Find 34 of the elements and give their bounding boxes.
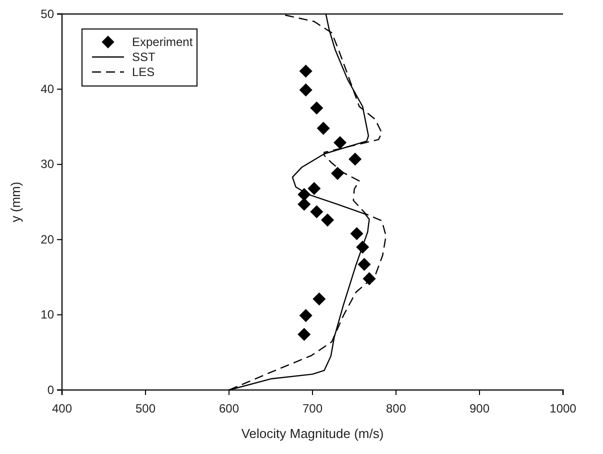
- point: [316, 122, 330, 135]
- point: [310, 205, 324, 218]
- point: [298, 328, 311, 341]
- y-tick-label: 0: [47, 382, 54, 397]
- point: [350, 227, 364, 240]
- x-tick-label: 900: [469, 401, 490, 416]
- point: [331, 166, 344, 180]
- legend-label: SST: [132, 50, 156, 64]
- x-tick-label: 500: [135, 401, 156, 416]
- point: [299, 83, 312, 96]
- y-tick-label: 40: [40, 82, 54, 96]
- point: [358, 258, 371, 271]
- x-tick-label: 1000: [550, 401, 577, 416]
- point: [299, 309, 312, 322]
- point: [310, 101, 324, 115]
- y-tick-label: 20: [40, 232, 54, 246]
- x-tick-label: 600: [218, 401, 240, 416]
- point: [321, 214, 334, 227]
- x-tick-label: 800: [386, 401, 406, 416]
- point: [312, 292, 326, 306]
- y-tick-label: 10: [40, 308, 54, 322]
- legend-label: LES: [132, 65, 155, 79]
- y-tick-label: 30: [40, 157, 54, 172]
- point: [308, 182, 321, 195]
- point: [348, 152, 362, 166]
- y-axis-title: y (mm): [8, 182, 23, 222]
- point: [299, 64, 312, 78]
- y-tick-label: 50: [40, 6, 54, 21]
- x-tick-label: 700: [302, 401, 323, 416]
- legend-label: Experiment: [132, 35, 194, 49]
- point: [298, 198, 311, 211]
- x-axis-title: Velocity Magnitude (m/s): [241, 426, 384, 441]
- point: [334, 136, 347, 150]
- x-tick-label: 400: [52, 401, 72, 416]
